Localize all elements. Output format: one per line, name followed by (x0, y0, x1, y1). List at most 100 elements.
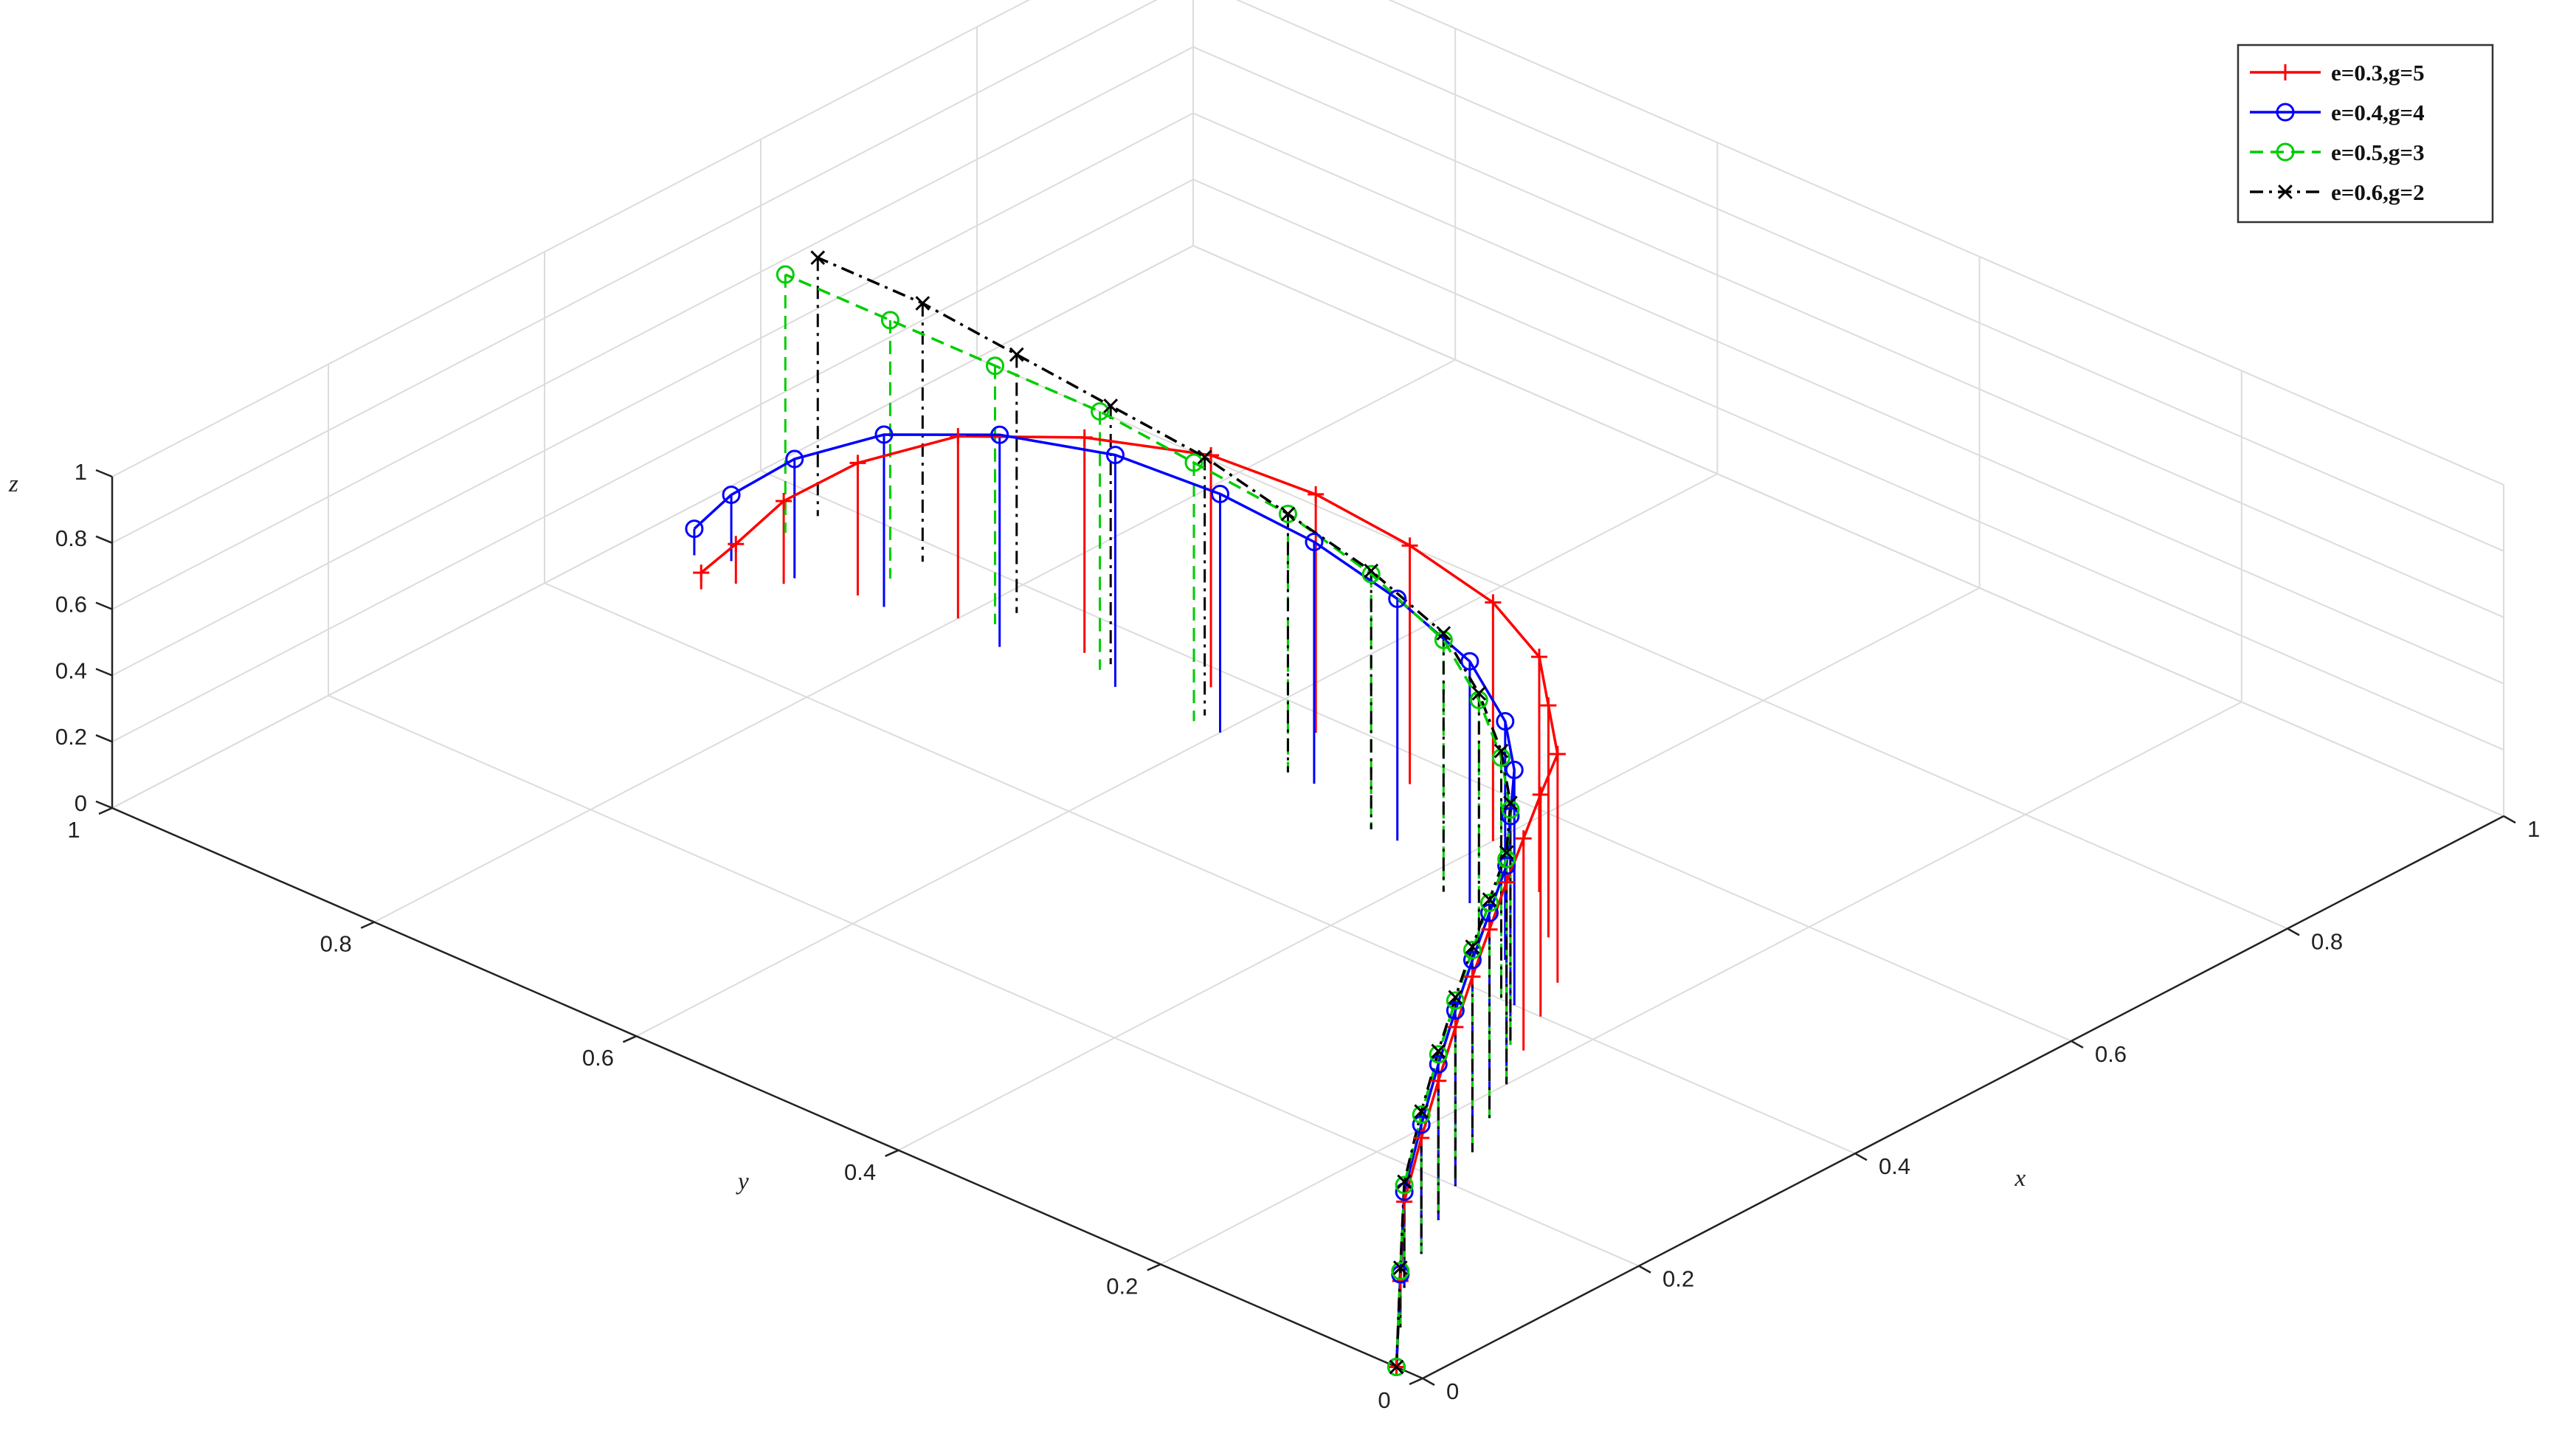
x-axis-label: x (2014, 1165, 2026, 1192)
point (1391, 1262, 1410, 1281)
axis-titles: x y z (8, 471, 2026, 1195)
series-line (693, 433, 1516, 1367)
point (2278, 184, 2293, 199)
series-line (817, 256, 1512, 1367)
grid-back-z (111, 179, 1194, 743)
point (1447, 1018, 1464, 1035)
x-tick-mark (2287, 928, 2300, 936)
point (1501, 807, 1520, 826)
legend-entry: e=0.4,g=4 (2331, 100, 2425, 125)
z-tick-label: 0.8 (55, 525, 87, 551)
point (1496, 712, 1515, 731)
point (1485, 594, 1502, 611)
grid-back-z (111, 0, 1158, 544)
point (915, 296, 930, 311)
point (1463, 950, 1482, 970)
y-tick-mark (622, 1035, 637, 1043)
grid-side-z (1235, 0, 2504, 552)
point (776, 493, 793, 510)
x-axis-line (1422, 815, 2504, 1380)
point (685, 519, 704, 539)
point (1364, 563, 1379, 579)
y-tick-label: 0.4 (844, 1159, 876, 1185)
z-tick-mark (95, 668, 113, 677)
point (1431, 1043, 1446, 1059)
z-tick-label: 0 (75, 790, 87, 816)
x-tick-label: 0.6 (2095, 1041, 2127, 1067)
point (1280, 506, 1296, 522)
y-tick-label: 0.8 (320, 931, 352, 957)
y-tick-mark (1147, 1263, 1161, 1271)
point (693, 564, 710, 581)
grid-back-z (111, 46, 1194, 610)
point (1412, 1115, 1431, 1134)
z-tick-label: 0.6 (55, 592, 87, 618)
point (1305, 532, 1324, 551)
axes (95, 469, 2516, 1387)
point (1392, 1260, 1408, 1275)
point (1498, 874, 1515, 891)
point (874, 425, 894, 444)
point (1430, 1072, 1447, 1089)
x-tick-label: 0 (1446, 1378, 1459, 1404)
z-tick-label: 1 (75, 459, 87, 485)
grid-floor-x (760, 469, 2072, 1042)
point (1448, 990, 1463, 1005)
point (1388, 589, 1407, 608)
point (1532, 786, 1549, 803)
grid-floor-y (1160, 701, 2242, 1265)
x-tick-label: 0.8 (2311, 928, 2343, 954)
x-tick-mark (2503, 815, 2516, 824)
point (1429, 1045, 1448, 1064)
x-tick-label: 0.4 (1879, 1153, 1910, 1179)
point (1505, 760, 1524, 779)
point (880, 311, 899, 330)
point (722, 486, 741, 505)
point (1396, 1193, 1413, 1210)
grid-floor-y (373, 359, 1456, 923)
point (2277, 64, 2293, 80)
point (1481, 921, 1498, 938)
point (1105, 446, 1125, 465)
point (1480, 894, 1499, 913)
point (1076, 429, 1093, 446)
y-tick-mark (1409, 1377, 1423, 1386)
point (1103, 398, 1119, 413)
grid-floor-x (328, 694, 1640, 1267)
point (1412, 1105, 1431, 1125)
point (1530, 649, 1547, 666)
y-tick-label: 1 (67, 817, 80, 843)
grid-side-z (1192, 245, 2504, 817)
grid-back-z (111, 0, 1031, 477)
point (1503, 795, 1518, 810)
x-tick-mark (1422, 1377, 1435, 1387)
y-tick-mark (885, 1149, 899, 1157)
point (1387, 1358, 1406, 1377)
x-tick-label: 0.2 (1662, 1266, 1694, 1292)
point (1499, 845, 1514, 860)
grid-back-z (111, 112, 1194, 677)
point (1465, 939, 1480, 954)
x-tick-mark (1854, 1153, 1868, 1161)
point (1401, 537, 1418, 554)
tick-labels: 00.20.40.60.8100.20.40.60.8100.20.40.60.… (55, 459, 2540, 1413)
point (1211, 484, 1229, 503)
grid-side-z (1388, 0, 2504, 486)
point (1278, 505, 1297, 523)
grid-floor-y (898, 587, 1981, 1151)
series-line (784, 273, 1512, 1367)
z-tick-mark (95, 469, 113, 478)
point (776, 265, 795, 284)
point (1497, 856, 1516, 875)
point (1184, 453, 1204, 472)
point (1460, 652, 1479, 671)
z-tick-mark (95, 800, 113, 809)
point (1494, 743, 1509, 759)
point (1395, 1182, 1414, 1201)
z-tick-label: 0.2 (55, 724, 87, 750)
grid-lines (111, 0, 2504, 1379)
y-tick-mark (98, 807, 113, 815)
series-lines (693, 256, 1559, 1367)
point (1549, 745, 1566, 762)
